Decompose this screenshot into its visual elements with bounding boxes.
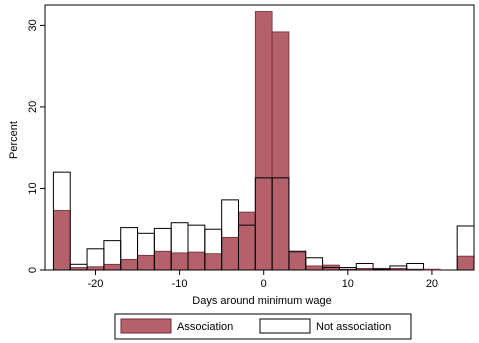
- bar-not-association: [271, 177, 290, 271]
- legend-label-not-association: Not association: [316, 321, 391, 333]
- bar-association: [103, 263, 122, 271]
- bar-not-association: [456, 225, 475, 271]
- bar-not-association: [305, 257, 324, 271]
- x-tick-label: -20: [88, 278, 104, 290]
- bar-association: [137, 254, 155, 271]
- bar-association: [305, 265, 323, 271]
- y-axis-ticks: 0 10 20 30: [27, 19, 45, 273]
- bar-association: [204, 253, 223, 271]
- x-tick-label: -10: [172, 278, 188, 290]
- x-tick-label: 0: [261, 278, 267, 290]
- x-axis-title: Days around minimum wage: [192, 295, 331, 307]
- bar-association: [153, 250, 172, 271]
- bar-association: [456, 255, 475, 271]
- y-tick-label: 20: [27, 101, 39, 113]
- y-tick-label: 0: [27, 267, 39, 273]
- y-axis-title: Percent: [8, 121, 20, 159]
- bar-not-association: [52, 171, 71, 271]
- bar-association: [254, 11, 273, 271]
- legend-swatch-not-association: [259, 318, 311, 334]
- bar-association: [170, 252, 189, 271]
- legend-label-association: Association: [177, 321, 233, 333]
- x-tick-label: 20: [426, 278, 438, 290]
- x-axis-ticks: -20 -10 0 10 20: [88, 270, 438, 290]
- bar-association: [271, 31, 290, 271]
- bar-association: [120, 258, 138, 271]
- bar-not-association: [372, 268, 391, 271]
- bar-not-association: [406, 262, 425, 271]
- not-association-bars: [52, 171, 475, 271]
- bar-not-association: [355, 262, 374, 271]
- bar-association: [238, 211, 256, 271]
- x-tick-label: 10: [342, 278, 354, 290]
- legend: Association Not association: [114, 313, 412, 340]
- y-tick-label: 30: [27, 19, 39, 31]
- bar-association: [53, 210, 71, 271]
- legend-swatch-association: [120, 318, 172, 334]
- bar-association: [221, 236, 239, 271]
- bar-association: [423, 268, 441, 271]
- bar-association: [187, 251, 206, 271]
- bar-association: [288, 251, 307, 271]
- y-tick-label: 10: [27, 182, 39, 194]
